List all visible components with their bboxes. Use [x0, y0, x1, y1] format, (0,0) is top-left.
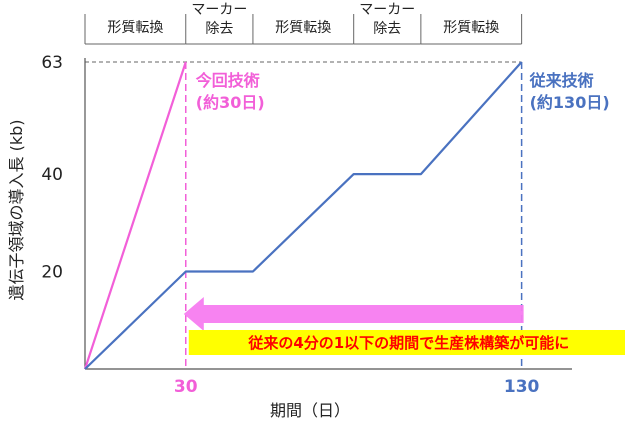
series: [83, 61, 523, 370]
y-tick-label-2: 63: [41, 53, 63, 73]
phase-label-0: 形質転換: [107, 20, 163, 36]
series-line-old: [84, 61, 523, 370]
axes: 20 40 63 30 130: [41, 53, 572, 397]
phase-label-4: 形質転換: [443, 20, 499, 36]
annotation-0-line2: (約30日): [196, 93, 265, 112]
annotation-0-line1: 今回技術: [195, 71, 260, 90]
banner-text: 従来の4分の1以下の期間で生産株構築が可能に: [247, 334, 569, 352]
y-axis-label: 遺伝子領域の導入長 (kb): [7, 120, 26, 301]
x-tick-label-1: 130: [504, 377, 540, 397]
phase-label-1-0: マーカー: [191, 2, 247, 18]
annotations: 今回技術 (約30日) 従来技術 (約130日): [195, 71, 610, 112]
y-tick-label-1: 40: [41, 165, 63, 185]
x-axis-label: 期間（日）: [270, 401, 350, 420]
annotation-1-line2: (約130日): [530, 93, 610, 112]
annotation-1-line1: 従来技術: [529, 71, 594, 90]
series-line-new: [83, 61, 187, 370]
phase-label-3-1: 除去: [373, 21, 401, 37]
banner-background: [188, 330, 625, 355]
phase-label-2: 形質転換: [275, 20, 331, 36]
x-tick-label-0: 30: [174, 377, 198, 397]
phase-label-1-1: 除去: [205, 21, 233, 37]
phase-label-3-0: マーカー: [359, 2, 415, 18]
reduction-arrow: [183, 297, 524, 331]
arrow-group: 従来の4分の1以下の期間で生産株構築が可能に: [183, 297, 625, 355]
y-tick-label-0: 20: [41, 263, 63, 283]
